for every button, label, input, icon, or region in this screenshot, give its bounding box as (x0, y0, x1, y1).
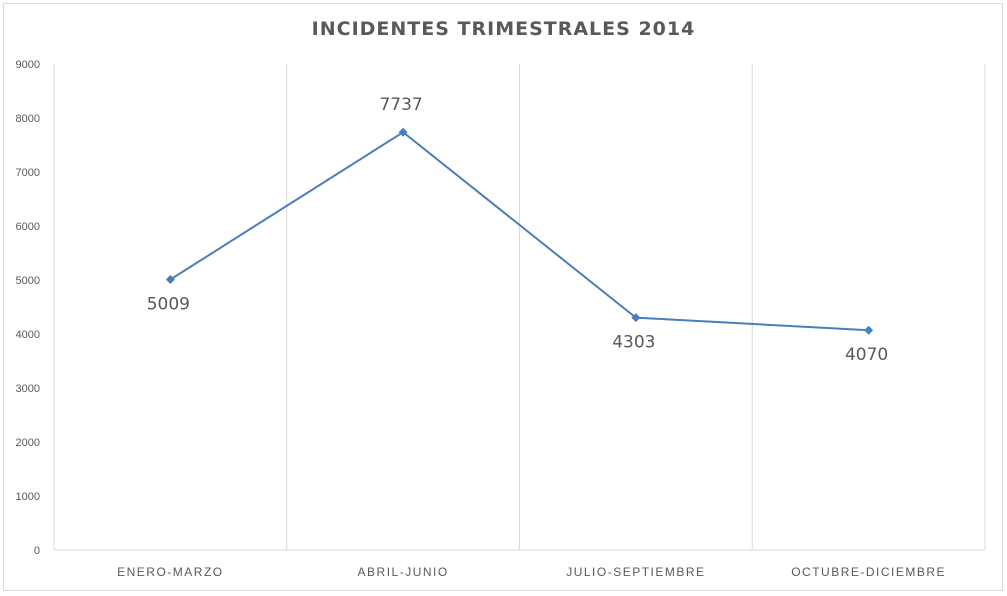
series-line (169, 130, 869, 332)
series-incidentes (165, 127, 874, 335)
y-tick-label: 7000 (16, 167, 40, 179)
data-label: 4303 (612, 333, 655, 353)
x-tick-label: JULIO-SEPTIEMBRE (566, 565, 705, 579)
x-tick-label: ENERO-MARZO (117, 565, 224, 579)
chart-title: INCIDENTES TRIMESTRALES 2014 (311, 18, 696, 40)
y-tick-label: 8000 (16, 113, 40, 125)
y-tick-label: 0 (34, 545, 40, 557)
data-point-marker (864, 325, 874, 335)
y-tick-label: 4000 (16, 329, 40, 341)
y-axis: 0 1000 2000 3000 4000 5000 6000 7000 8000 9000 (16, 59, 40, 557)
y-tick-label: 3000 (16, 383, 40, 395)
x-axis: ENERO-MARZO ABRIL-JUNIO JULIO-SEPTIEMBRE OC… (54, 549, 985, 579)
y-tick-label: 1000 (16, 491, 40, 503)
y-tick-label: 9000 (16, 59, 40, 71)
data-point-marker (631, 313, 641, 323)
data-point-marker (398, 127, 408, 137)
chart-frame (3, 3, 1003, 591)
y-tick-label: 6000 (16, 221, 40, 233)
data-label: 7737 (379, 95, 422, 115)
data-label: 4070 (845, 345, 888, 365)
y-tick-label: 5000 (16, 275, 40, 287)
data-labels: 5009 7737 4303 4070 (147, 95, 889, 365)
chart-grid (53, 64, 986, 550)
data-label: 5009 (147, 295, 190, 315)
x-tick-label: ABRIL-JUNIO (358, 565, 449, 579)
y-tick-label: 2000 (16, 437, 40, 449)
data-point-marker (165, 275, 175, 285)
x-tick-label: OCTUBRE-DICIEMBRE (791, 565, 946, 579)
